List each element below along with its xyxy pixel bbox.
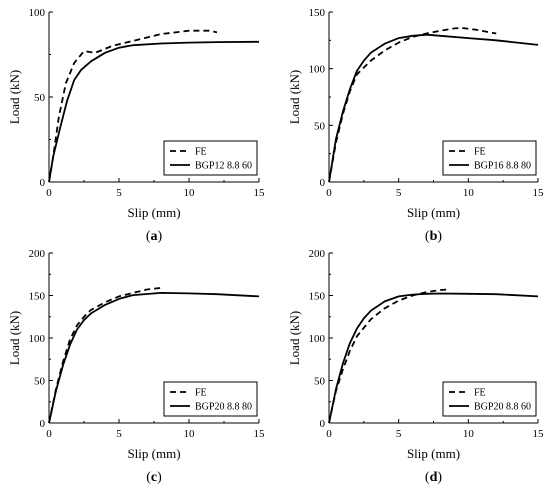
y-tick-label: 50	[314, 376, 326, 388]
x-tick-label: 15	[533, 428, 545, 440]
series-line-fe	[48, 287, 162, 424]
series-line-fe	[328, 26, 497, 183]
legend: FE BGP20 8.8 80	[163, 381, 258, 417]
x-axis-title: Slip (mm)	[127, 446, 180, 461]
legend-label: FE	[474, 147, 486, 158]
x-axis-title: Slip (mm)	[407, 446, 460, 461]
panel-label-open: (	[425, 229, 430, 244]
y-tick-label: 150	[29, 291, 46, 303]
legend-label: BGP20 8.8 80	[195, 402, 252, 413]
legend: FE BGP16 8.8 80	[442, 140, 537, 176]
y-tick-label: 50	[34, 92, 46, 104]
legend-box	[442, 381, 537, 417]
series-line-test	[328, 292, 539, 424]
series-line-test	[48, 291, 260, 424]
y-axis-title: Load (kN)	[7, 311, 22, 366]
x-tick-label: 10	[184, 187, 196, 199]
panel-label-letter: b	[430, 229, 438, 244]
panel-label: (d)	[425, 470, 442, 485]
panel-label-close: )	[158, 229, 163, 244]
y-tick-label: 150	[309, 291, 326, 303]
y-tick-label: 50	[314, 120, 326, 132]
panel-label-letter: d	[430, 470, 438, 485]
x-axis-title: Slip (mm)	[127, 205, 180, 220]
legend-label: BGP12 8.8 60	[195, 161, 252, 172]
panel-label-letter: c	[151, 470, 157, 485]
x-tick-label: 10	[463, 428, 475, 440]
y-tick-label: 50	[34, 376, 46, 388]
y-axis-title: Load (kN)	[7, 70, 22, 125]
y-tick-label: 100	[29, 7, 46, 19]
series-line-fe	[48, 29, 218, 183]
legend-box	[163, 140, 258, 176]
y-tick-label: 0	[320, 177, 326, 189]
legend-label: BGP16 8.8 80	[474, 161, 531, 172]
y-tick-label: 150	[309, 7, 326, 19]
y-axis-title: Load (kN)	[287, 311, 302, 366]
panel-label-open: (	[146, 229, 151, 244]
legend: FE BGP12 8.8 60	[163, 140, 258, 176]
y-axis-title: Load (kN)	[287, 70, 302, 125]
x-axis-title: Slip (mm)	[407, 205, 460, 220]
x-tick-label: 15	[254, 428, 266, 440]
x-tick-label: 5	[396, 428, 402, 440]
series-line-fe	[328, 288, 448, 424]
y-tick-label: 100	[309, 333, 326, 345]
x-tick-label: 0	[326, 428, 332, 440]
y-tick-label: 200	[29, 248, 46, 260]
series-line-test	[328, 33, 539, 183]
series-line-test	[48, 40, 260, 183]
x-tick-label: 10	[184, 428, 196, 440]
y-tick-label: 200	[309, 248, 326, 260]
panel-label-close: )	[437, 470, 442, 485]
legend-label: FE	[195, 388, 207, 399]
legend-box	[442, 140, 537, 176]
x-tick-label: 5	[116, 428, 122, 440]
legend-label: BGP20 8.8 60	[474, 402, 531, 413]
legend-label: FE	[195, 147, 207, 158]
panel-label-open: (	[425, 470, 430, 485]
panel-label-close: )	[437, 229, 442, 244]
panel-label-letter: a	[151, 229, 158, 244]
x-tick-label: 15	[254, 187, 266, 199]
panel-label-close: )	[157, 470, 162, 485]
x-tick-label: 10	[463, 187, 475, 199]
x-tick-label: 0	[46, 187, 52, 199]
panel-label: (b)	[425, 229, 442, 244]
x-tick-label: 0	[326, 187, 332, 199]
y-tick-label: 0	[40, 418, 46, 430]
y-tick-label: 0	[320, 418, 326, 430]
panel-label-open: (	[146, 470, 151, 485]
panel-label: (a)	[146, 229, 163, 244]
x-tick-label: 0	[46, 428, 52, 440]
y-tick-label: 100	[309, 64, 326, 76]
legend-box	[163, 381, 258, 417]
legend-label: FE	[474, 388, 486, 399]
panel-a: 0 5 10 15 0 50 100 Slip (mm) Load (kN) (a) FE BGP12…	[7, 7, 265, 244]
legend: FE BGP20 8.8 60	[442, 381, 537, 417]
y-tick-label: 100	[29, 333, 46, 345]
panel-label: (c)	[146, 470, 162, 485]
x-tick-label: 5	[116, 187, 122, 199]
x-tick-label: 15	[533, 187, 545, 199]
y-tick-label: 0	[40, 177, 46, 189]
x-tick-label: 5	[396, 187, 402, 199]
